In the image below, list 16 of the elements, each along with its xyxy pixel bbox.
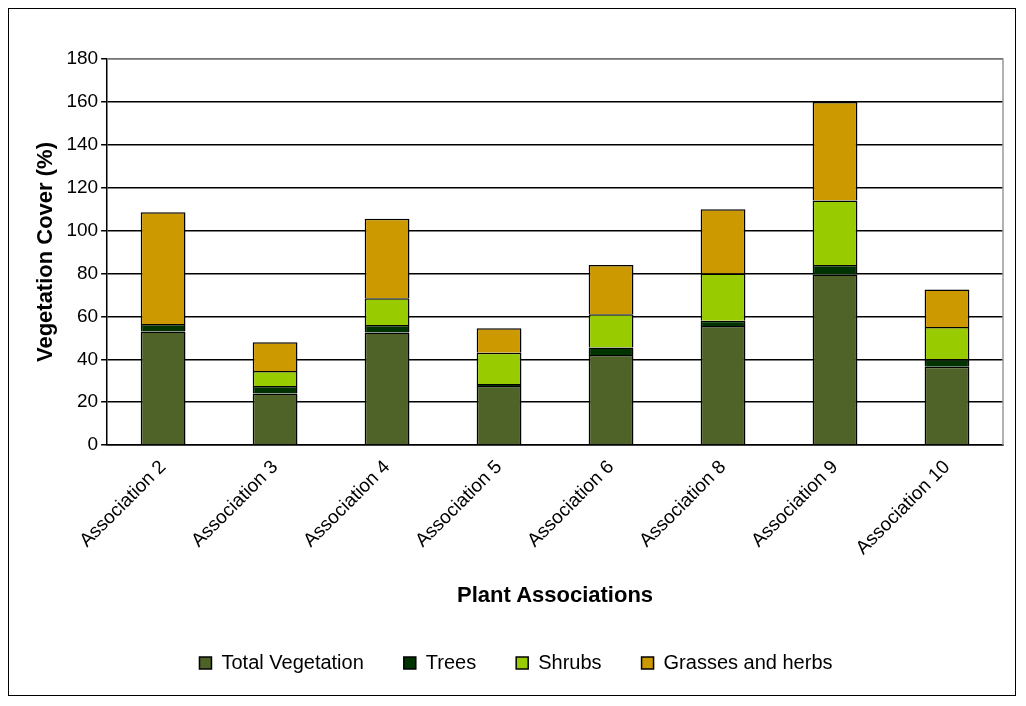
- y-tick-label: 160: [66, 90, 99, 112]
- legend-label: Shrubs: [538, 650, 602, 673]
- y-tick-label: 40: [76, 347, 99, 369]
- legend-label: Trees: [425, 650, 477, 673]
- y-tick-label: 180: [66, 47, 99, 69]
- y-tick-label: 100: [66, 218, 99, 240]
- y-tick-label: 60: [76, 304, 99, 326]
- y-tick-label: 0: [87, 433, 99, 455]
- y-tick-label: 140: [66, 133, 99, 155]
- y-tick-label: 120: [66, 175, 99, 197]
- y-axis-title: Vegetation Cover (%): [32, 142, 58, 363]
- legend-label: Grasses and herbs: [663, 650, 833, 673]
- legend-label: Total Vegetation: [221, 650, 364, 673]
- y-tick-label: 80: [76, 261, 99, 283]
- y-tick-label: 20: [76, 390, 99, 412]
- x-axis-title: Plant Associations: [457, 581, 654, 607]
